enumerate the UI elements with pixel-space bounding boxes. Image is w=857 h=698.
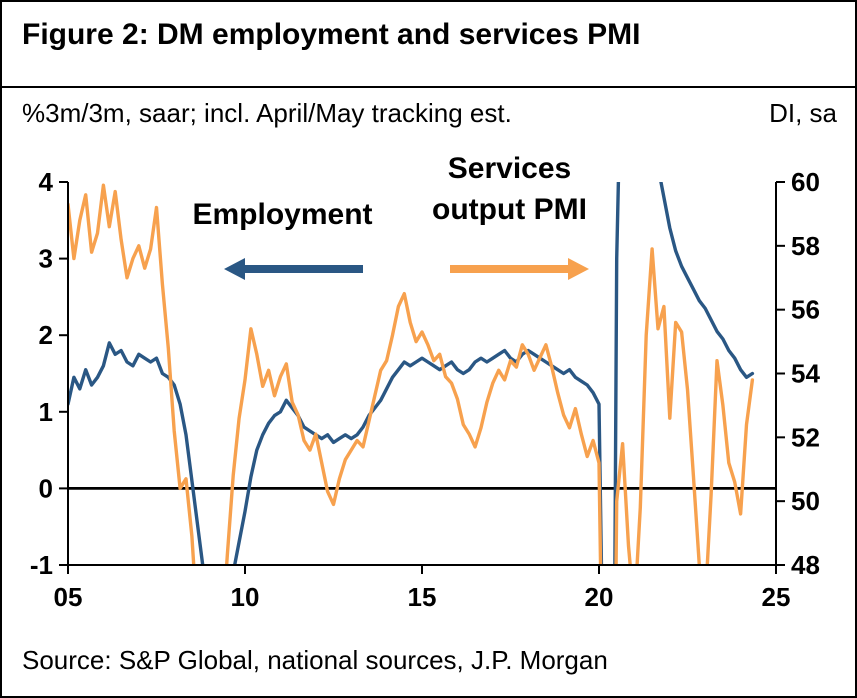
left-axis-caption: %3m/3m, saar; incl. April/May tracking e… xyxy=(22,98,512,128)
figure-title: Figure 2: DM employment and services PMI xyxy=(22,18,641,51)
x-axis-tick-label: 05 xyxy=(54,582,83,612)
right-axis-tick-label: 48 xyxy=(791,550,820,580)
right-axis-tick-label: 60 xyxy=(791,167,820,197)
services-right-arrow-icon xyxy=(568,258,589,280)
left-axis-tick-label: 0 xyxy=(39,473,53,503)
left-axis-tick-label: -1 xyxy=(30,550,53,580)
legend-services-pmi-label: Services output PMI xyxy=(432,152,587,226)
right-axis-tick-label: 54 xyxy=(791,359,820,389)
left-axis-tick-label: 3 xyxy=(39,244,53,274)
employment-left-arrow-icon xyxy=(224,258,245,280)
legend-employment-label: Employment xyxy=(192,198,373,231)
right-axis-tick-label: 52 xyxy=(791,422,820,452)
employment-line xyxy=(68,182,755,565)
left-axis-tick-label: 2 xyxy=(39,320,53,350)
right-axis-tick-label: 58 xyxy=(791,231,820,261)
services-arrow-shaft xyxy=(450,265,568,273)
x-axis-tick-label: 15 xyxy=(408,582,437,612)
x-axis-tick-label: 20 xyxy=(585,582,614,612)
x-axis-tick-label: 10 xyxy=(231,582,260,612)
x-axis-tick-label: 25 xyxy=(762,582,791,612)
source-note: Source: S&P Global, national sources, J.… xyxy=(22,645,608,675)
left-axis-tick-label: 4 xyxy=(39,167,54,197)
employment-arrow-shaft xyxy=(245,265,363,273)
left-axis-tick-label: 1 xyxy=(39,397,53,427)
services-pmi-line xyxy=(68,183,755,565)
right-axis-caption: DI, sa xyxy=(769,98,837,128)
title-divider xyxy=(2,86,855,88)
right-axis-tick-label: 56 xyxy=(791,295,820,325)
right-axis-tick-label: 50 xyxy=(791,486,820,516)
